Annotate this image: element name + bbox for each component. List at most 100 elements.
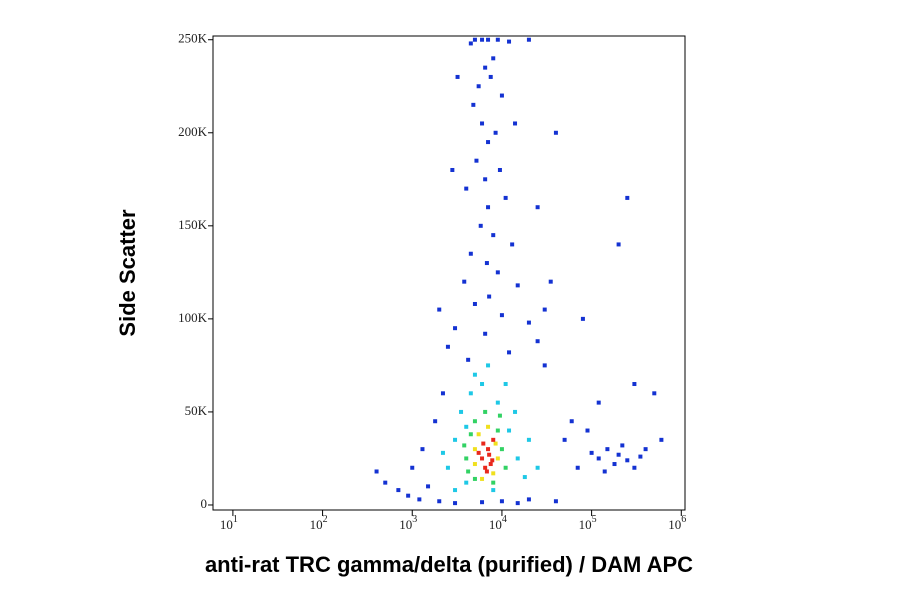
point [472, 447, 477, 452]
point [605, 447, 610, 452]
point [466, 357, 471, 362]
point [503, 465, 508, 470]
x-tick-base: 10 [399, 517, 412, 532]
point [503, 382, 508, 387]
point [596, 456, 601, 461]
point [374, 469, 379, 474]
point [589, 450, 594, 455]
point [495, 400, 500, 405]
point [585, 428, 590, 433]
point [499, 93, 504, 98]
point [462, 279, 467, 284]
point [445, 344, 450, 349]
point [472, 301, 477, 306]
point [652, 391, 657, 396]
point [507, 428, 512, 433]
point [526, 37, 531, 42]
point [542, 363, 547, 368]
y-tick-label: 250K [178, 31, 208, 46]
x-tick-base: 10 [668, 517, 681, 532]
x-tick-exponent: 4 [502, 514, 507, 525]
x-tick-exponent: 5 [592, 514, 597, 525]
point [486, 363, 491, 368]
point [562, 437, 567, 442]
point [472, 372, 477, 377]
point [474, 158, 479, 163]
point [535, 339, 540, 344]
point [480, 382, 485, 387]
point [450, 167, 455, 172]
point [495, 456, 500, 461]
point [483, 465, 488, 470]
point [433, 419, 438, 424]
point [396, 488, 401, 493]
point [476, 84, 481, 89]
x-tick-base: 10 [579, 517, 592, 532]
point [486, 447, 491, 452]
point [612, 462, 617, 467]
point [526, 497, 531, 502]
point [483, 331, 488, 336]
point [480, 456, 485, 461]
point [490, 458, 495, 463]
point [491, 480, 496, 485]
x-tick-base: 10 [310, 517, 323, 532]
x-tick-label: 105 [579, 514, 597, 532]
point [440, 450, 445, 455]
point [437, 499, 442, 504]
point [480, 476, 485, 481]
point [620, 443, 625, 448]
point [503, 195, 508, 200]
point [476, 450, 481, 455]
point [491, 437, 496, 442]
point [468, 41, 473, 46]
point [526, 437, 531, 442]
point [507, 39, 512, 44]
point [488, 74, 493, 79]
point [410, 465, 415, 470]
point [480, 37, 485, 42]
point [596, 400, 601, 405]
x-tick-label: 103 [399, 514, 417, 532]
point [499, 447, 504, 452]
point [472, 37, 477, 42]
point [437, 307, 442, 312]
point [453, 326, 458, 331]
y-axis-title: Side Scatter [115, 209, 140, 337]
point [616, 242, 621, 247]
point [468, 391, 473, 396]
point [659, 437, 664, 442]
point [476, 432, 481, 437]
point [493, 130, 498, 135]
point [445, 465, 450, 470]
point [513, 121, 518, 126]
point [535, 465, 540, 470]
x-axis-title: anti-rat TRC gamma/delta (purified) / DA… [205, 552, 693, 577]
point [480, 121, 485, 126]
y-tick-label: 150K [178, 217, 208, 232]
point [491, 471, 496, 476]
y-tick-label: 200K [178, 124, 208, 139]
point [575, 465, 580, 470]
point [471, 102, 476, 107]
point [548, 279, 553, 284]
point [602, 469, 607, 474]
point [453, 501, 458, 506]
x-tick-exponent: 6 [681, 514, 686, 525]
point [472, 462, 477, 467]
point [542, 307, 547, 312]
point [510, 242, 515, 247]
point [638, 454, 643, 459]
point [486, 424, 491, 429]
point [484, 469, 489, 474]
point [507, 350, 512, 355]
point [513, 409, 518, 414]
point [440, 391, 445, 396]
x-tick-label: 102 [310, 514, 328, 532]
point [478, 223, 483, 228]
point [488, 462, 493, 467]
point [493, 441, 498, 446]
point [466, 469, 471, 474]
point [472, 419, 477, 424]
